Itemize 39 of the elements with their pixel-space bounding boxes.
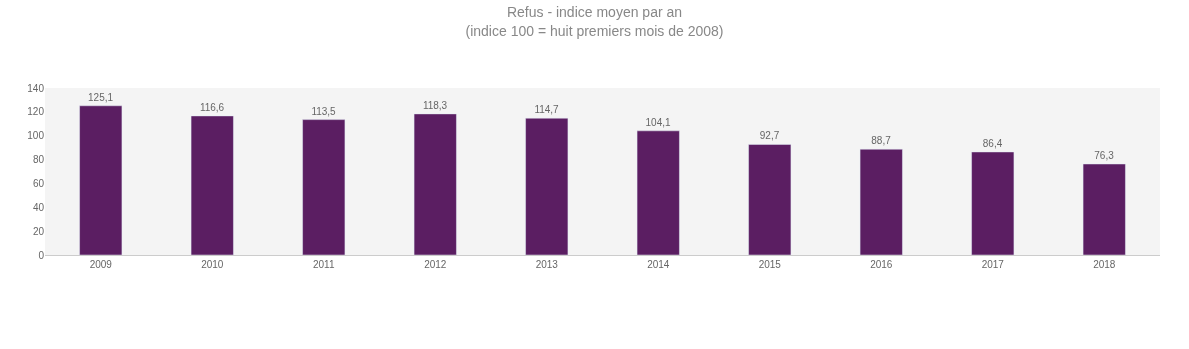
y-tick-label: 60 xyxy=(32,177,45,189)
x-tick-label: 2013 xyxy=(535,259,559,270)
data-label: 86,4 xyxy=(982,137,1003,149)
bar xyxy=(413,113,457,255)
x-tick-label: 2017 xyxy=(981,259,1005,270)
chart-title: Refus - indice moyen par an (indice 100 = huit premiers mois de 2008) xyxy=(465,4,724,39)
y-tick-label: 140 xyxy=(27,82,45,94)
y-tick-label: 120 xyxy=(27,106,45,118)
bar xyxy=(971,151,1015,255)
y-tick-label: 20 xyxy=(32,225,45,237)
x-tick-label: 2015 xyxy=(758,259,782,270)
y-tick-label: 0 xyxy=(38,249,45,261)
data-label: 118,3 xyxy=(422,99,448,111)
data-label: 104,1 xyxy=(645,116,671,128)
data-label: 125,1 xyxy=(88,91,114,103)
data-label: 92,7 xyxy=(759,130,780,142)
data-label: 116,6 xyxy=(199,101,225,113)
bar xyxy=(1082,163,1126,255)
bar xyxy=(859,148,903,255)
y-tick-label: 40 xyxy=(32,201,45,213)
bar xyxy=(525,117,569,255)
bar xyxy=(79,105,123,255)
data-label: 88,7 xyxy=(871,135,892,147)
x-tick-label: 2010 xyxy=(201,259,224,270)
bar xyxy=(748,144,792,255)
data-label: 114,7 xyxy=(534,104,560,116)
y-tick-label: 100 xyxy=(27,130,45,142)
x-tick-label: 2011 xyxy=(312,259,335,270)
x-tick-label: 2012 xyxy=(424,259,447,270)
data-label: 113,5 xyxy=(311,105,337,117)
x-tick-label: 2009 xyxy=(89,259,113,270)
bar xyxy=(302,119,346,255)
y-tick-label: 80 xyxy=(32,154,45,166)
bar xyxy=(636,130,680,255)
x-tick-label: 2016 xyxy=(870,259,893,270)
x-tick-label: 2014 xyxy=(647,259,670,270)
bar xyxy=(190,115,234,255)
x-tick-label: 2018 xyxy=(1093,259,1116,270)
data-label: 76,3 xyxy=(1094,149,1115,161)
